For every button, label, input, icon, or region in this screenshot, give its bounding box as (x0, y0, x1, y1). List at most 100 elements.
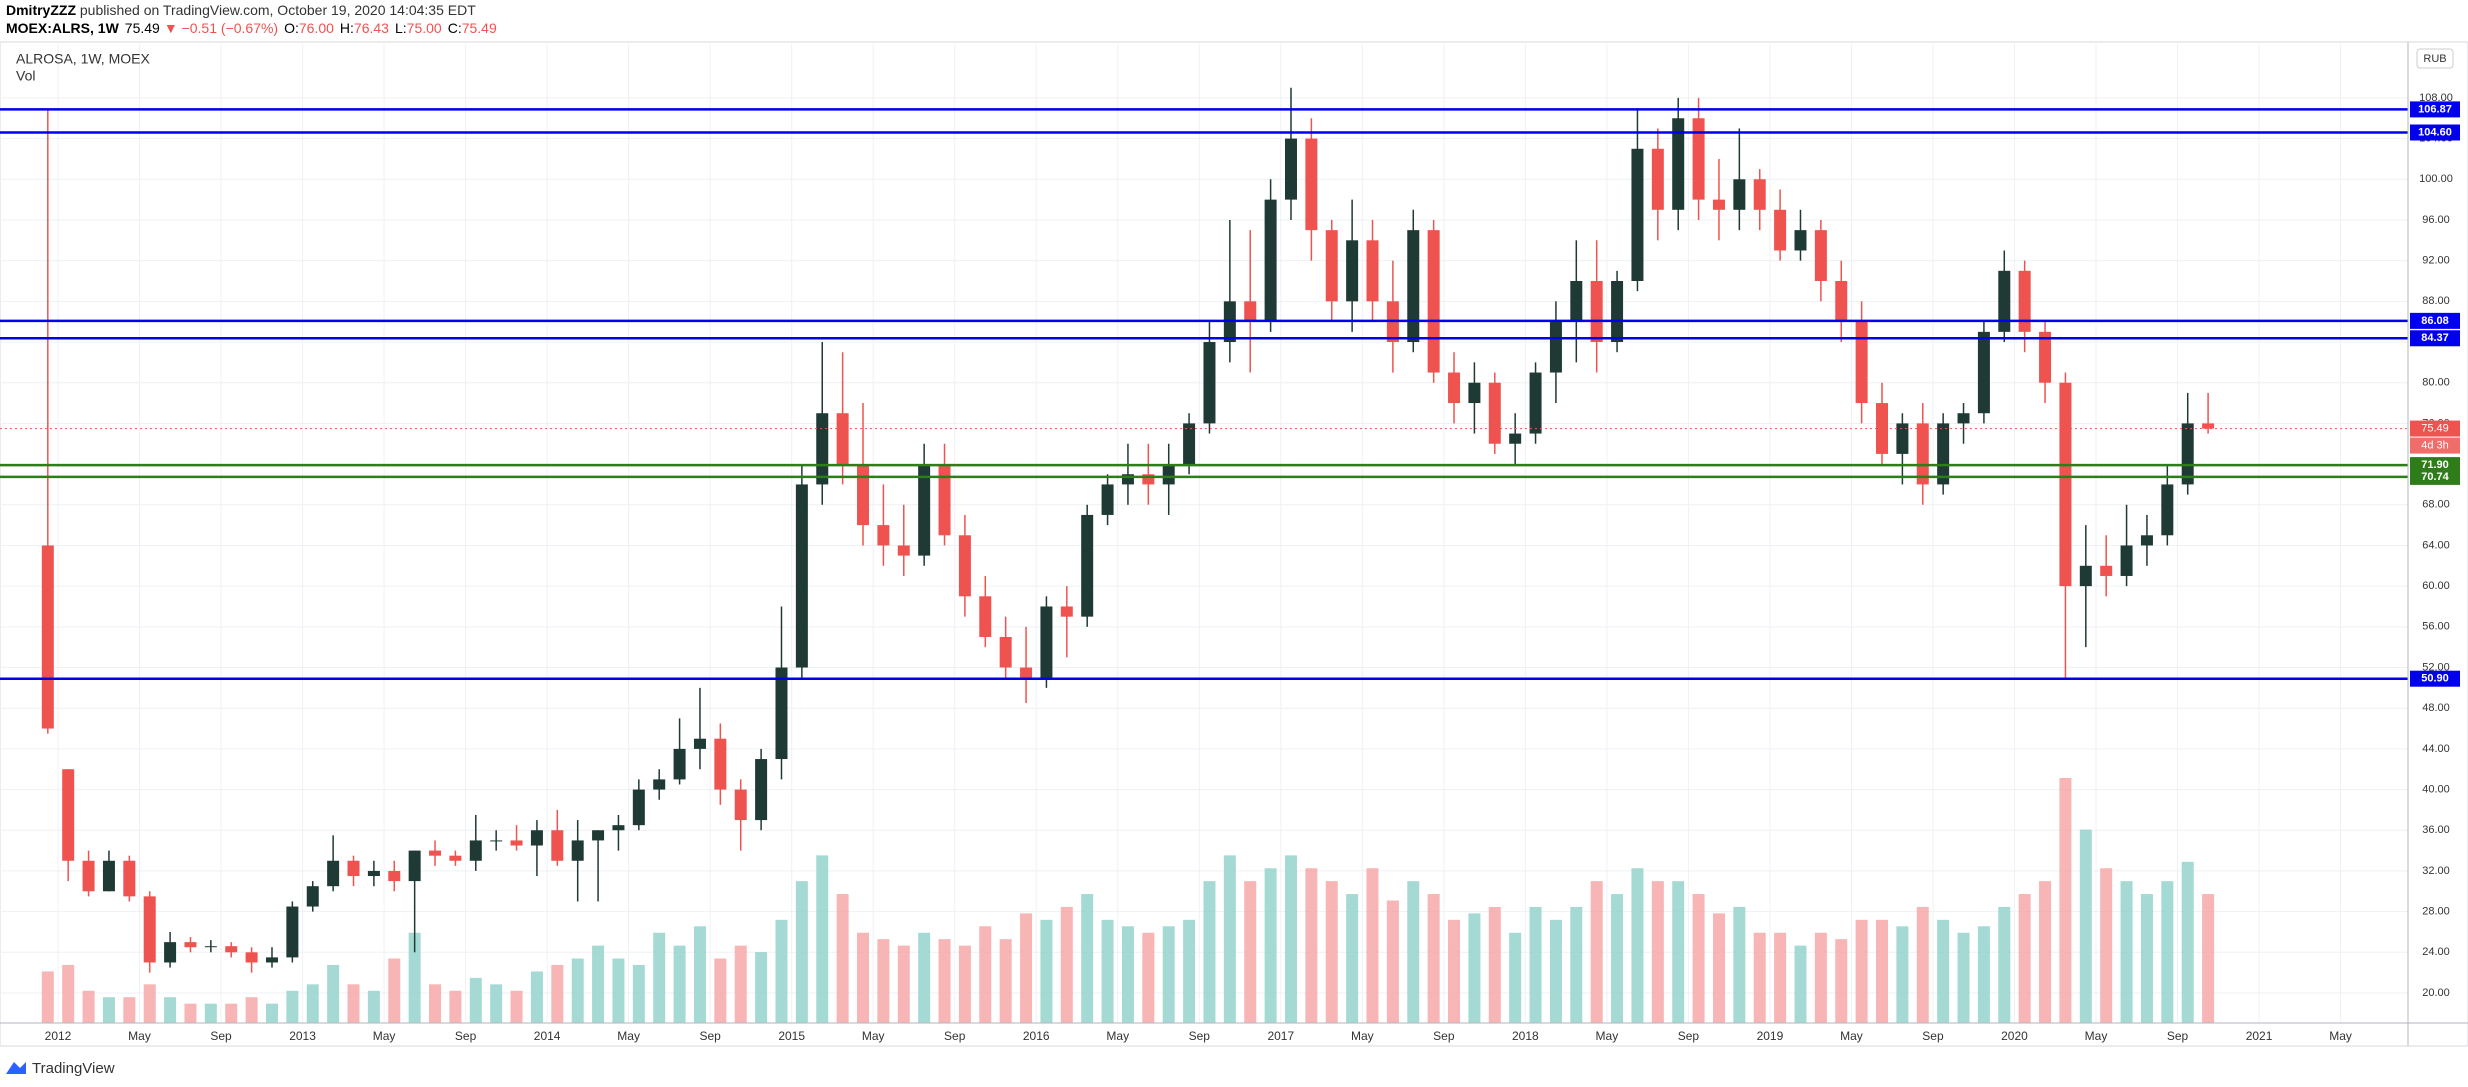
candle-body (857, 464, 870, 526)
volume-bar (510, 990, 523, 1023)
x-tick-label: 2017 (1267, 1029, 1294, 1043)
volume-bar (1998, 906, 2011, 1023)
ohlc-value: 75.49 (462, 20, 497, 36)
candle-body (265, 957, 278, 963)
candle-body (1855, 321, 1868, 404)
symbol: MOEX:ALRS, 1W (6, 20, 120, 36)
y-tick-label: 80.00 (2422, 377, 2450, 389)
volume-bar (1876, 919, 1889, 1023)
y-tick-label: 52.00 (2422, 661, 2450, 673)
volume-bar (1916, 906, 1929, 1023)
y-tick-label: 36.00 (2422, 824, 2450, 836)
x-tick-label: 2021 (2246, 1029, 2273, 1043)
candle-body (2059, 382, 2072, 587)
volume-bar (1264, 868, 1277, 1023)
candle-body (2018, 270, 2031, 332)
ohlc: O:76.00 H:76.43 L:75.00 C:75.49 (284, 20, 497, 36)
candle-body (82, 860, 95, 892)
volume-bar (979, 926, 992, 1023)
candle-body (2079, 565, 2092, 587)
y-tick-label: 100.00 (2419, 173, 2453, 185)
logo-icon (6, 1062, 26, 1074)
quote-line: MOEX:ALRS, 1W 75.49 ▼ −0.51 (−0.67%) O:76.0… (6, 20, 497, 36)
candle-body (1346, 240, 1359, 302)
volume-bar (918, 932, 931, 1023)
candle-body (1611, 280, 1624, 343)
x-tick-label: May (373, 1029, 396, 1043)
volume-bar (143, 984, 156, 1023)
volume-bar (1957, 932, 1970, 1023)
candle-body (388, 870, 401, 882)
volume-bar (1488, 906, 1501, 1023)
volume-bar (551, 964, 564, 1023)
volume-bar (958, 945, 971, 1023)
candle-body (1284, 138, 1297, 200)
candle-body (1142, 474, 1155, 485)
volume-bar (2202, 894, 2215, 1023)
volume-bar (1549, 919, 1562, 1023)
volume-bar (1794, 945, 1807, 1023)
volume-bar (1774, 932, 1787, 1023)
candle-body (1020, 667, 1033, 678)
volume-bar (1753, 932, 1766, 1023)
y-tick-label: 32.00 (2422, 865, 2450, 877)
candle-body (245, 952, 258, 963)
volume-bar (306, 984, 319, 1023)
candle-body (469, 840, 482, 861)
y-tick-label: 44.00 (2422, 743, 2450, 755)
x-tick-label: Sep (699, 1029, 721, 1043)
volume-bar (1305, 868, 1318, 1023)
candle-body (1937, 423, 1950, 485)
y-tick-label: 24.00 (2422, 946, 2450, 958)
candle-body (1896, 423, 1909, 454)
volume-bar (490, 984, 503, 1023)
volume-bar (734, 945, 747, 1023)
currency[interactable]: RUB (2423, 53, 2446, 65)
volume-bar (1162, 926, 1175, 1023)
volume-bar (164, 997, 177, 1023)
volume-bar (1468, 913, 1481, 1023)
ohlc-value: 76.43 (354, 20, 389, 36)
last: 75.49 (125, 20, 160, 36)
volume-bar (2018, 894, 2031, 1023)
volume-bar (429, 984, 442, 1023)
candle-body (673, 748, 686, 780)
candle-body (1814, 230, 1827, 281)
y-tick-label: 28.00 (2422, 906, 2450, 918)
volume-bar (1937, 919, 1950, 1023)
candle-body (816, 413, 829, 485)
volume-bar (1448, 919, 1461, 1023)
ohlc-key: H: (340, 20, 354, 36)
candle-body (1774, 209, 1787, 251)
change: ▼ −0.51 (−0.67%) (164, 20, 278, 36)
last-price-label: 75.49 (2421, 422, 2449, 434)
volume-bar (1223, 855, 1236, 1023)
candle-body (225, 946, 238, 953)
candle-body (204, 946, 217, 948)
volume-bar (1631, 868, 1644, 1023)
candle-body (1651, 148, 1664, 210)
volume-bar (204, 1003, 217, 1023)
volume-bar (1060, 906, 1073, 1023)
currency-box[interactable] (2416, 48, 2454, 69)
candle-body (1448, 372, 1461, 404)
candle-body (653, 779, 666, 790)
volume-bar (225, 1003, 238, 1023)
volume-bar (367, 990, 380, 1023)
volume-bar (1040, 919, 1053, 1023)
candle-body (1570, 280, 1583, 322)
volume-bar (1020, 913, 1033, 1023)
x-tick-label: May (2085, 1029, 2108, 1043)
volume-bar (1183, 919, 1196, 1023)
candle-body (184, 942, 197, 948)
y-tick-label: 64.00 (2422, 539, 2450, 551)
volume-bar (265, 1003, 278, 1023)
candle-body (1264, 199, 1277, 322)
candle-body (714, 738, 727, 790)
author: DmitryZZZ (6, 2, 76, 18)
volume-bar (408, 932, 421, 1023)
ohlc-key: O: (284, 20, 299, 36)
candle-body (1183, 423, 1196, 465)
x-tick-label: May (1351, 1029, 1374, 1043)
